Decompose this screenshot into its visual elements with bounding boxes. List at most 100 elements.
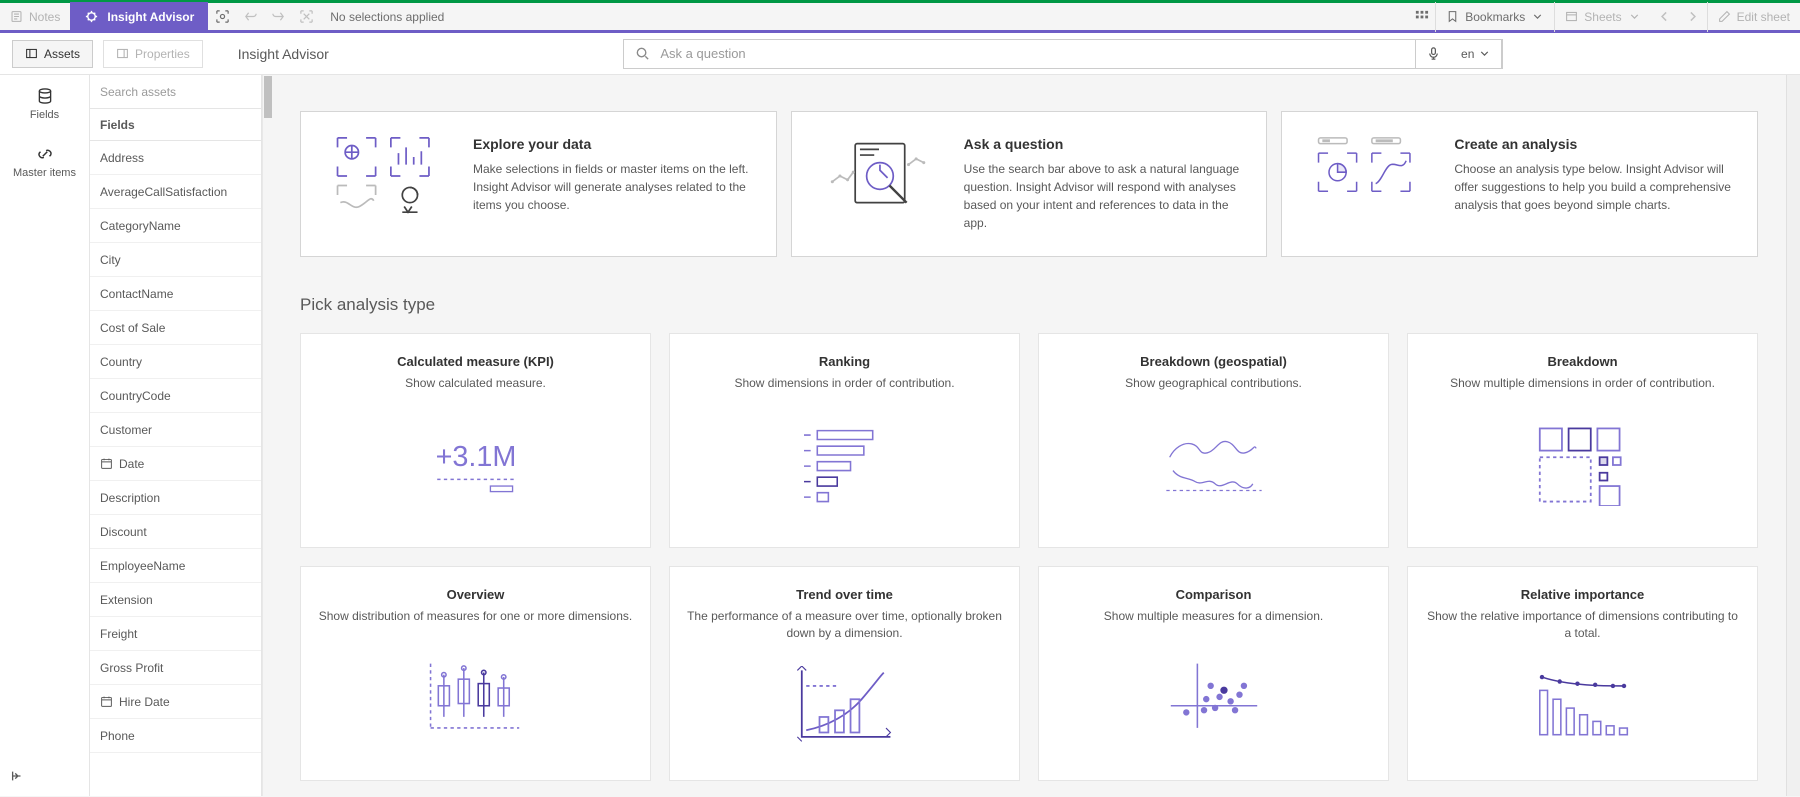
field-item[interactable]: Phone bbox=[90, 719, 261, 753]
prev-sheet-button[interactable] bbox=[1651, 2, 1679, 32]
fields-scrollbar[interactable] bbox=[262, 75, 272, 796]
analysis-thumb bbox=[686, 650, 1003, 764]
field-item[interactable]: CountryCode bbox=[90, 379, 261, 413]
intro-card-title: Ask a question bbox=[964, 136, 1245, 152]
field-item-label: Gross Profit bbox=[100, 661, 163, 675]
pencil-icon bbox=[1718, 10, 1731, 23]
step-forward-icon bbox=[271, 9, 286, 24]
field-item[interactable]: ContactName bbox=[90, 277, 261, 311]
intro-card-desc: Use the search bar above to ask a natura… bbox=[964, 160, 1245, 232]
field-item[interactable]: City bbox=[90, 243, 261, 277]
assets-button[interactable]: Assets bbox=[12, 40, 93, 68]
field-item[interactable]: Hire Date bbox=[90, 685, 261, 719]
scroll-thumb-top[interactable] bbox=[264, 76, 272, 118]
search-assets-input[interactable] bbox=[90, 75, 261, 108]
search-input[interactable] bbox=[660, 40, 1415, 68]
field-item[interactable]: Freight bbox=[90, 617, 261, 651]
analysis-card-title: Calculated measure (KPI) bbox=[397, 354, 554, 369]
fields-list: Address AverageCallSatisfactionCategoryNa… bbox=[90, 141, 261, 796]
analysis-card[interactable]: Comparison Show multiple measures for a … bbox=[1038, 566, 1389, 781]
field-item-label: City bbox=[100, 253, 121, 267]
field-item-label: Freight bbox=[100, 627, 137, 641]
bookmarks-button[interactable]: Bookmarks bbox=[1436, 2, 1554, 32]
analysis-card[interactable]: Relative importance Show the relative im… bbox=[1407, 566, 1758, 781]
rail-expand-button[interactable] bbox=[10, 769, 24, 786]
field-item[interactable]: Extension bbox=[90, 583, 261, 617]
selection-tool-button[interactable] bbox=[208, 2, 236, 32]
field-item-label: Phone bbox=[100, 729, 135, 743]
field-item[interactable]: Gross Profit bbox=[90, 651, 261, 685]
analysis-card-title: Overview bbox=[447, 587, 505, 602]
field-item[interactable]: Cost of Sale bbox=[90, 311, 261, 345]
insight-advisor-tab-label: Insight Advisor bbox=[107, 10, 194, 24]
field-item[interactable]: AverageCallSatisfaction bbox=[90, 175, 261, 209]
properties-button: Properties bbox=[103, 40, 203, 68]
step-back-button[interactable] bbox=[236, 2, 264, 32]
rail-master-items-label: Master items bbox=[13, 167, 76, 179]
sheets-button[interactable]: Sheets bbox=[1555, 2, 1650, 32]
bookmarks-label: Bookmarks bbox=[1465, 10, 1525, 24]
analysis-thumb bbox=[317, 633, 634, 764]
search-assets-wrap bbox=[90, 75, 261, 109]
intro-card-title: Create an analysis bbox=[1454, 136, 1735, 152]
analysis-card-desc: Show multiple measures for a dimension. bbox=[1104, 608, 1323, 625]
analysis-card[interactable]: Ranking Show dimensions in order of cont… bbox=[669, 333, 1020, 548]
clear-selections-button[interactable] bbox=[292, 2, 320, 32]
field-item[interactable]: Discount bbox=[90, 515, 261, 549]
analysis-card-title: Trend over time bbox=[796, 587, 893, 602]
field-item-label: Country bbox=[100, 355, 142, 369]
field-item[interactable]: CategoryName bbox=[90, 209, 261, 243]
field-item[interactable]: Description bbox=[90, 481, 261, 515]
intro-card: Ask a question Use the search bar above … bbox=[791, 111, 1268, 257]
intro-illustration bbox=[1304, 136, 1434, 216]
field-item-label: Description bbox=[100, 491, 160, 505]
analysis-card-title: Breakdown bbox=[1547, 354, 1617, 369]
rail-fields-label: Fields bbox=[30, 109, 59, 121]
next-sheet-button[interactable] bbox=[1679, 2, 1707, 32]
insight-advisor-tab[interactable]: Insight Advisor bbox=[70, 2, 208, 32]
search-bar: en bbox=[623, 39, 1503, 69]
analysis-card[interactable]: Breakdown Show multiple dimensions in or… bbox=[1407, 333, 1758, 548]
analysis-thumb bbox=[1055, 633, 1372, 764]
field-item-label: Discount bbox=[100, 525, 147, 539]
notes-button[interactable]: Notes bbox=[0, 2, 70, 32]
analysis-grid: Calculated measure (KPI) Show calculated… bbox=[300, 333, 1758, 781]
rail-fields[interactable]: Fields bbox=[0, 75, 89, 133]
analysis-thumb bbox=[1424, 650, 1741, 764]
sheets-label: Sheets bbox=[1584, 10, 1621, 24]
analysis-card-desc: Show multiple dimensions in order of con… bbox=[1450, 375, 1715, 392]
content-scrollbar[interactable] bbox=[1786, 75, 1800, 796]
field-item-label: Hire Date bbox=[119, 695, 170, 709]
top-toolbar: Notes Insight Advisor No selections appl… bbox=[0, 3, 1800, 33]
edit-sheet-button[interactable]: Edit sheet bbox=[1708, 2, 1800, 32]
analysis-thumb bbox=[317, 400, 634, 531]
analysis-card[interactable]: Trend over time The performance of a mea… bbox=[669, 566, 1020, 781]
analysis-card-title: Relative importance bbox=[1521, 587, 1645, 602]
search-icon bbox=[635, 46, 650, 61]
analysis-card-desc: Show calculated measure. bbox=[405, 375, 546, 392]
intro-row: Explore your data Make selections in fie… bbox=[300, 111, 1758, 257]
analysis-card[interactable]: Overview Show distribution of measures f… bbox=[300, 566, 651, 781]
microphone-button[interactable] bbox=[1415, 39, 1451, 69]
grid-button[interactable] bbox=[1407, 2, 1435, 32]
language-selector[interactable]: en bbox=[1451, 39, 1502, 69]
field-item[interactable]: Address bbox=[90, 141, 261, 175]
field-item[interactable]: Date bbox=[90, 447, 261, 481]
analysis-card-desc: Show dimensions in order of contribution… bbox=[734, 375, 954, 392]
intro-card: Explore your data Make selections in fie… bbox=[300, 111, 777, 257]
properties-label: Properties bbox=[135, 47, 190, 61]
field-item[interactable]: Country bbox=[90, 345, 261, 379]
analysis-card-title: Breakdown (geospatial) bbox=[1140, 354, 1287, 369]
analysis-card[interactable]: Breakdown (geospatial) Show geographical… bbox=[1038, 333, 1389, 548]
field-item[interactable]: Customer bbox=[90, 413, 261, 447]
step-forward-button[interactable] bbox=[264, 2, 292, 32]
properties-icon bbox=[116, 47, 129, 60]
field-item-label: Address bbox=[100, 151, 144, 165]
rail-master-items[interactable]: Master items bbox=[0, 133, 89, 191]
intro-card: Create an analysis Choose an analysis ty… bbox=[1281, 111, 1758, 257]
analysis-card-desc: The performance of a measure over time, … bbox=[686, 608, 1003, 642]
field-item-label: EmployeeName bbox=[100, 559, 185, 573]
main-layout: Fields Master items Fields AddressAverag… bbox=[0, 75, 1800, 796]
analysis-card[interactable]: Calculated measure (KPI) Show calculated… bbox=[300, 333, 651, 548]
field-item[interactable]: EmployeeName bbox=[90, 549, 261, 583]
